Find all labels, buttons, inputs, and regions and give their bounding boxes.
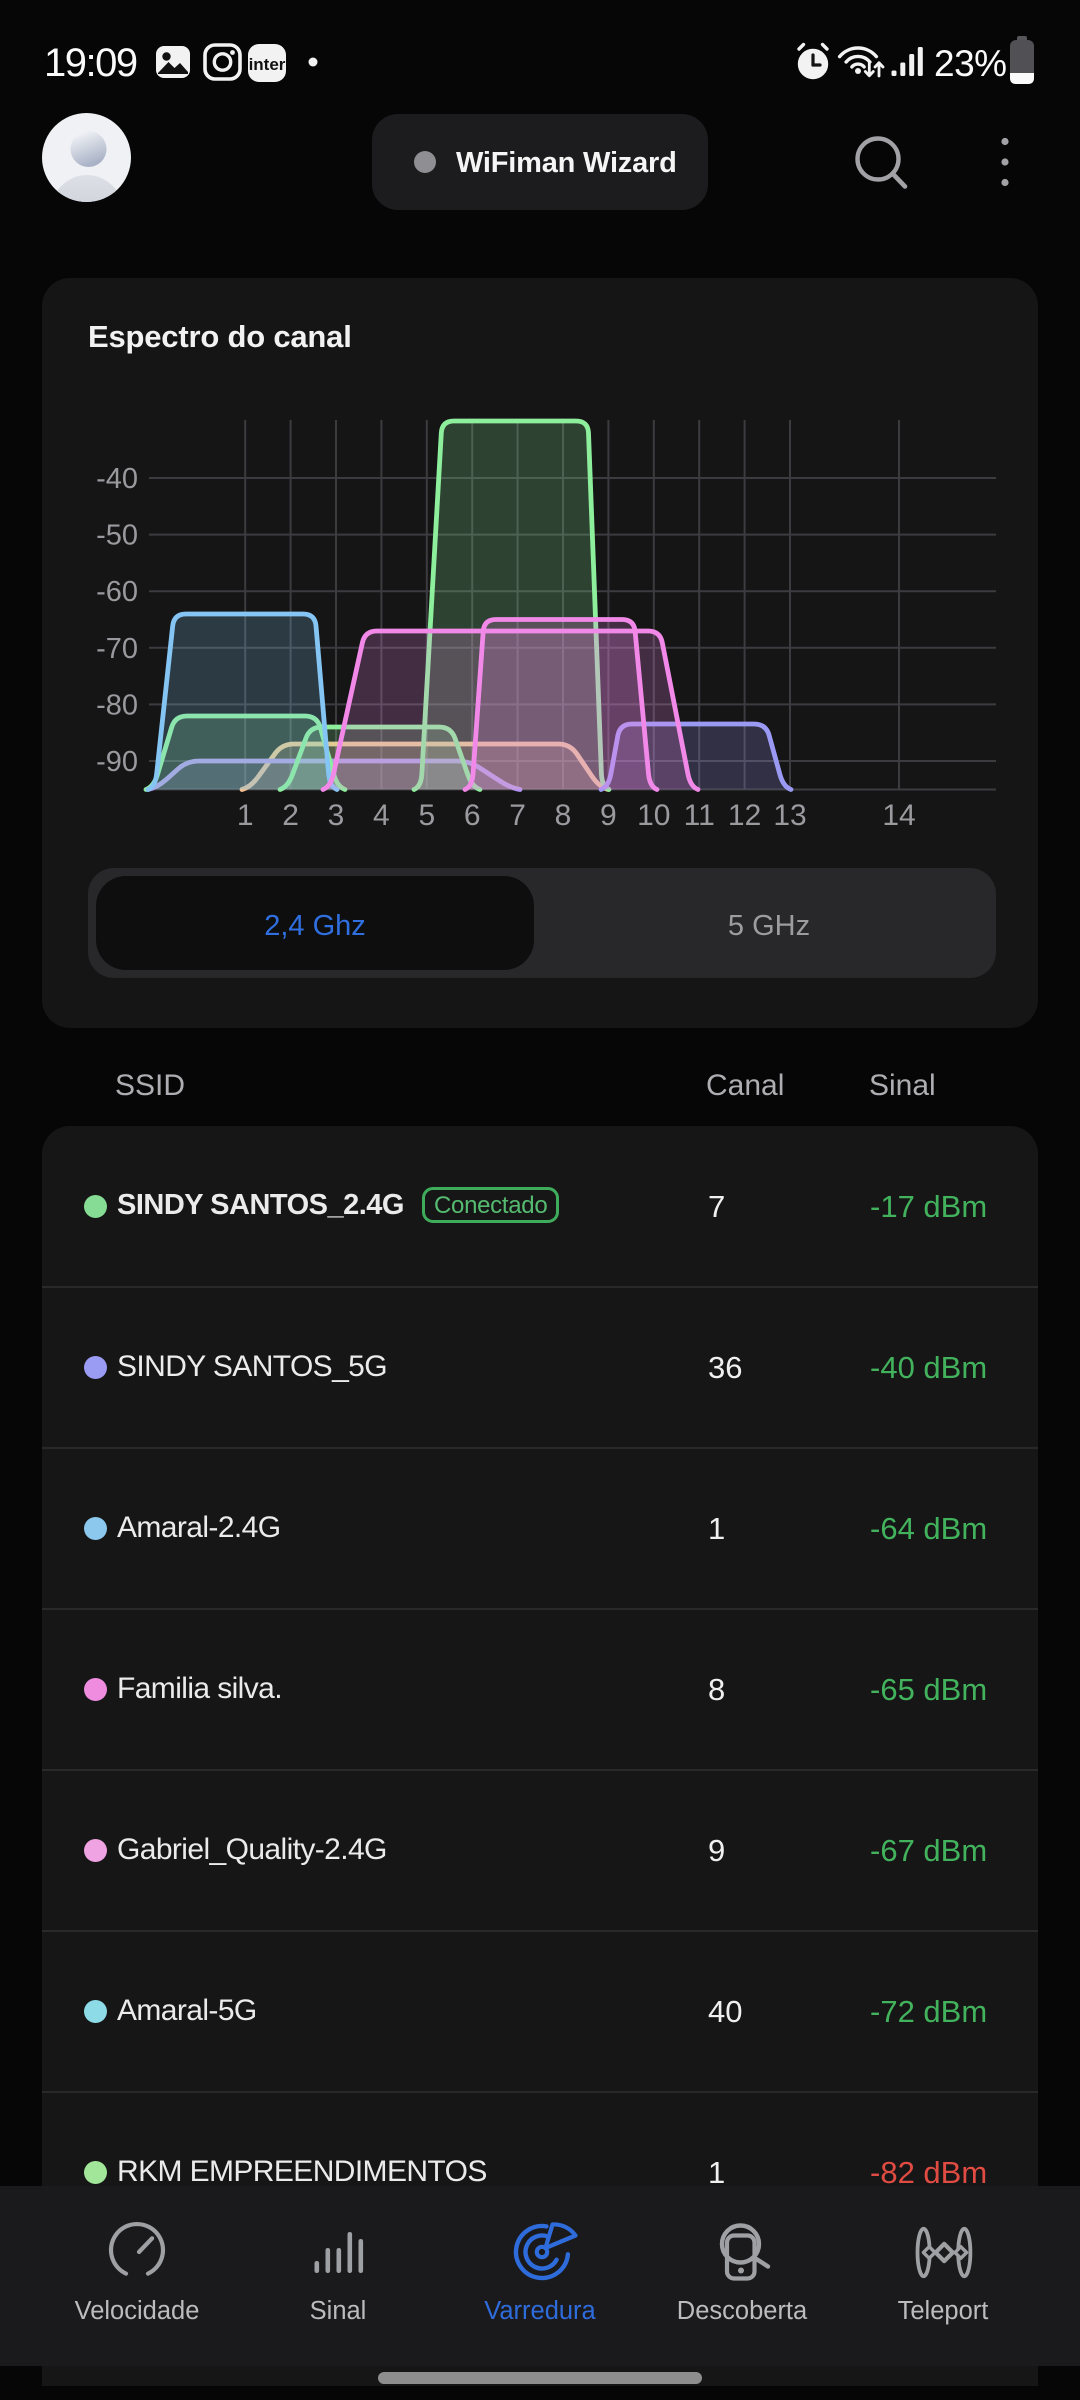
svg-text:6: 6 (464, 799, 481, 832)
svg-text:8: 8 (555, 799, 572, 832)
svg-text:9: 9 (600, 799, 617, 832)
svg-text:-70: -70 (96, 633, 138, 665)
svg-text:-90: -90 (96, 746, 138, 778)
svg-text:7: 7 (509, 799, 526, 832)
svg-text:2: 2 (282, 799, 299, 832)
svg-text:13: 13 (773, 799, 806, 832)
svg-text:inter: inter (249, 55, 286, 74)
svg-text:11: 11 (684, 799, 715, 832)
svg-text:14: 14 (882, 799, 915, 832)
svg-text:1: 1 (237, 799, 254, 832)
svg-text:-80: -80 (96, 689, 138, 721)
svg-text:-60: -60 (96, 576, 138, 608)
svg-text:3: 3 (328, 799, 345, 832)
svg-text:12: 12 (728, 799, 761, 832)
svg-text:-50: -50 (96, 520, 138, 552)
svg-text:5: 5 (418, 799, 435, 832)
svg-text:-40: -40 (96, 463, 138, 495)
svg-text:10: 10 (637, 799, 670, 832)
svg-text:4: 4 (373, 799, 390, 832)
